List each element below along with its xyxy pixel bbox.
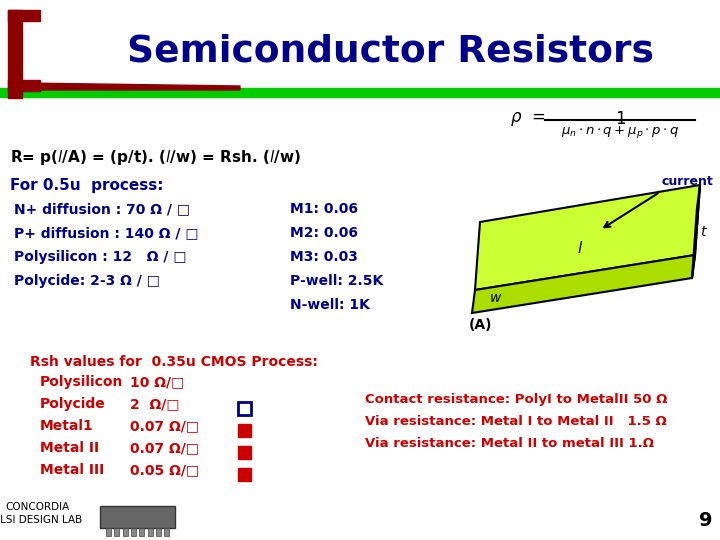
Text: $\it{l}$: $\it{l}$ xyxy=(577,240,583,256)
Bar xyxy=(114,528,120,536)
Text: Metal II: Metal II xyxy=(40,441,99,455)
Bar xyxy=(8,80,40,91)
Text: 10 Ω/□: 10 Ω/□ xyxy=(130,375,184,389)
Bar xyxy=(8,10,22,98)
Text: M1: 0.06: M1: 0.06 xyxy=(290,202,358,216)
Text: Via resistance: Metal II to metal III 1.Ω: Via resistance: Metal II to metal III 1.… xyxy=(365,437,654,450)
Bar xyxy=(131,528,136,536)
Text: 2  Ω/□: 2 Ω/□ xyxy=(130,397,179,411)
Text: Metal1: Metal1 xyxy=(40,419,94,433)
Text: P+ diffusion : 140 Ω / □: P+ diffusion : 140 Ω / □ xyxy=(14,226,199,240)
Bar xyxy=(100,506,175,528)
Bar xyxy=(106,528,111,536)
Text: current: current xyxy=(662,175,714,188)
Bar xyxy=(8,10,40,21)
Bar xyxy=(164,528,169,536)
Bar xyxy=(238,468,251,481)
Bar xyxy=(238,424,251,437)
Text: P-well: 2.5K: P-well: 2.5K xyxy=(290,274,383,288)
Text: Polycide: Polycide xyxy=(40,397,106,411)
Text: (A): (A) xyxy=(468,318,492,332)
Text: M2: 0.06: M2: 0.06 xyxy=(290,226,358,240)
Polygon shape xyxy=(692,185,700,278)
Text: 9: 9 xyxy=(698,511,712,530)
Text: For 0.5u  process:: For 0.5u process: xyxy=(10,178,163,193)
Bar xyxy=(156,528,161,536)
Polygon shape xyxy=(475,185,700,290)
Text: 0.05 Ω/□: 0.05 Ω/□ xyxy=(130,463,199,477)
Text: 1: 1 xyxy=(615,110,625,128)
Text: N-well: 1K: N-well: 1K xyxy=(290,298,370,312)
Text: Semiconductor Resistors: Semiconductor Resistors xyxy=(127,34,654,70)
Text: $\mu_n \cdot n \cdot q + \mu_p \cdot p \cdot q$: $\mu_n \cdot n \cdot q + \mu_p \cdot p \… xyxy=(561,124,679,140)
Polygon shape xyxy=(472,255,695,313)
Text: 0.07 Ω/□: 0.07 Ω/□ xyxy=(130,441,199,455)
Text: $\rho$  =: $\rho$ = xyxy=(510,110,545,128)
Bar xyxy=(148,528,153,536)
Text: $\it{w}$: $\it{w}$ xyxy=(490,291,503,305)
Text: Rsh values for  0.35u CMOS Process:: Rsh values for 0.35u CMOS Process: xyxy=(30,355,318,369)
Text: Polysilicon : 12   Ω / □: Polysilicon : 12 Ω / □ xyxy=(14,250,186,264)
Text: Polycide: 2-3 Ω / □: Polycide: 2-3 Ω / □ xyxy=(14,274,160,288)
Text: N+ diffusion : 70 Ω / □: N+ diffusion : 70 Ω / □ xyxy=(14,202,190,216)
Text: Contact resistance: PolyI to MetalII 50 Ω: Contact resistance: PolyI to MetalII 50 … xyxy=(365,393,667,406)
Bar xyxy=(238,446,251,459)
Polygon shape xyxy=(22,83,240,90)
Bar xyxy=(139,528,144,536)
Text: Metal III: Metal III xyxy=(40,463,104,477)
Text: 0.07 Ω/□: 0.07 Ω/□ xyxy=(130,419,199,433)
Bar xyxy=(122,528,127,536)
Bar xyxy=(238,402,251,415)
Text: CONCORDIA
VLSI DESIGN LAB: CONCORDIA VLSI DESIGN LAB xyxy=(0,502,83,525)
Text: Polysilicon: Polysilicon xyxy=(40,375,123,389)
Text: $\it{t}$: $\it{t}$ xyxy=(700,225,708,239)
Text: M3: 0.03: M3: 0.03 xyxy=(290,250,358,264)
Bar xyxy=(0,88,720,97)
Text: R= p($\it{l}$/A) = (p/t). ($\it{l}$/w) = Rsh. ($\it{l}$/w): R= p($\it{l}$/A) = (p/t). ($\it{l}$/w) =… xyxy=(10,148,301,167)
Text: Via resistance: Metal I to Metal II   1.5 Ω: Via resistance: Metal I to Metal II 1.5 … xyxy=(365,415,667,428)
